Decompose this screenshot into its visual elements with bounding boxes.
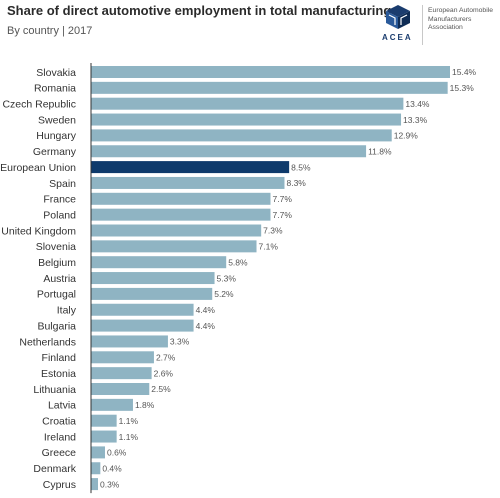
value-label-portugal: 5.2% bbox=[214, 289, 234, 299]
value-label-germany: 11.8% bbox=[368, 146, 392, 156]
value-label-poland: 7.7% bbox=[273, 210, 293, 220]
category-label-slovakia: Slovakia bbox=[36, 67, 76, 79]
acea-full-name: European Automobile Manufacturers Associ… bbox=[428, 7, 493, 32]
acea-emblem-icon bbox=[386, 5, 410, 29]
bar-portugal bbox=[91, 287, 213, 300]
category-label-finland: Finland bbox=[42, 352, 77, 364]
value-label-slovakia: 15.4% bbox=[452, 67, 477, 77]
value-label-ireland: 1.1% bbox=[119, 432, 139, 442]
category-label-european-union: European Union bbox=[0, 162, 76, 174]
bar-romania bbox=[91, 81, 448, 94]
category-label-croatia: Croatia bbox=[42, 416, 76, 428]
category-label-netherlands: Netherlands bbox=[19, 336, 76, 348]
bar-bulgaria bbox=[91, 319, 194, 332]
category-label-greece: Greece bbox=[42, 447, 77, 459]
bar-slovakia bbox=[91, 66, 450, 78]
category-label-austria: Austria bbox=[43, 273, 76, 285]
bar-czech-republic bbox=[91, 97, 404, 110]
value-label-belgium: 5.8% bbox=[228, 257, 248, 267]
value-label-european-union: 8.5% bbox=[291, 162, 311, 172]
value-label-croatia: 1.1% bbox=[119, 416, 139, 426]
bar-ireland bbox=[91, 430, 117, 443]
value-label-latvia: 1.8% bbox=[135, 400, 155, 410]
bar-france bbox=[91, 192, 271, 205]
value-label-austria: 5.3% bbox=[217, 273, 237, 283]
bar-slovenia bbox=[91, 240, 257, 253]
bar-poland bbox=[91, 208, 271, 221]
bar-group: Slovakia 15.4% Romania 15.3% Czech Republic 1… bbox=[0, 66, 477, 491]
value-label-finland: 2.7% bbox=[156, 353, 176, 363]
category-label-germany: Germany bbox=[33, 146, 77, 158]
bar-lithuania bbox=[91, 383, 150, 395]
value-label-netherlands: 3.3% bbox=[170, 337, 190, 347]
bar-greece bbox=[91, 446, 105, 459]
value-label-italy: 4.4% bbox=[196, 305, 216, 315]
category-label-belgium: Belgium bbox=[38, 257, 76, 269]
category-label-portugal: Portugal bbox=[37, 289, 76, 301]
category-label-denmark: Denmark bbox=[33, 463, 76, 475]
category-label-latvia: Latvia bbox=[48, 400, 76, 412]
bar-estonia bbox=[91, 367, 152, 380]
value-label-sweden: 13.3% bbox=[403, 115, 428, 125]
value-label-cyprus: 0.3% bbox=[100, 479, 120, 489]
bar-croatia bbox=[91, 414, 117, 427]
value-label-estonia: 2.6% bbox=[154, 368, 174, 378]
acea-logo: ACEA European Automobile Manufacturers A… bbox=[382, 3, 494, 47]
category-label-slovenia: Slovenia bbox=[36, 241, 76, 253]
value-label-slovenia: 7.1% bbox=[259, 242, 279, 252]
bar-hungary bbox=[91, 129, 392, 142]
chart-subtitle: By country | 2017 bbox=[7, 25, 93, 37]
bar-european-union bbox=[91, 161, 290, 174]
bar-germany bbox=[91, 145, 367, 158]
value-label-greece: 0.6% bbox=[107, 448, 127, 458]
bar-sweden bbox=[91, 113, 402, 126]
value-label-hungary: 12.9% bbox=[394, 131, 419, 141]
value-label-france: 7.7% bbox=[273, 194, 293, 204]
category-label-estonia: Estonia bbox=[41, 368, 76, 380]
category-label-france: France bbox=[43, 194, 76, 206]
bar-spain bbox=[91, 176, 285, 189]
category-label-italy: Italy bbox=[57, 305, 77, 317]
logo-divider bbox=[422, 5, 423, 45]
value-label-spain: 8.3% bbox=[286, 178, 306, 188]
value-label-bulgaria: 4.4% bbox=[196, 321, 216, 331]
value-label-united-kingdom: 7.3% bbox=[263, 226, 283, 236]
category-label-spain: Spain bbox=[49, 178, 76, 190]
bar-austria bbox=[91, 272, 215, 285]
value-label-romania: 15.3% bbox=[450, 83, 475, 93]
bar-united-kingdom bbox=[91, 224, 262, 237]
category-label-poland: Poland bbox=[43, 209, 76, 221]
bar-belgium bbox=[91, 256, 227, 269]
bar-italy bbox=[91, 303, 194, 316]
bar-denmark bbox=[91, 462, 101, 475]
bar-netherlands bbox=[91, 335, 168, 348]
chart-title: Share of direct automotive employment in… bbox=[7, 3, 392, 18]
category-label-bulgaria: Bulgaria bbox=[37, 320, 76, 332]
value-label-czech-republic: 13.4% bbox=[405, 99, 430, 109]
category-label-romania: Romania bbox=[34, 83, 76, 95]
category-label-ireland: Ireland bbox=[44, 431, 76, 443]
category-label-united-kingdom: United Kingdom bbox=[1, 225, 76, 237]
acea-wordmark: ACEA bbox=[382, 33, 413, 42]
category-label-hungary: Hungary bbox=[36, 130, 76, 142]
category-label-lithuania: Lithuania bbox=[33, 384, 76, 396]
value-label-denmark: 0.4% bbox=[102, 463, 122, 473]
category-label-cyprus: Cyprus bbox=[43, 479, 76, 491]
bar-finland bbox=[91, 351, 154, 364]
value-label-lithuania: 2.5% bbox=[151, 384, 171, 394]
bar-cyprus bbox=[91, 478, 98, 491]
bar-latvia bbox=[91, 398, 133, 411]
category-label-czech-republic: Czech Republic bbox=[2, 99, 76, 111]
category-label-sweden: Sweden bbox=[38, 114, 76, 126]
